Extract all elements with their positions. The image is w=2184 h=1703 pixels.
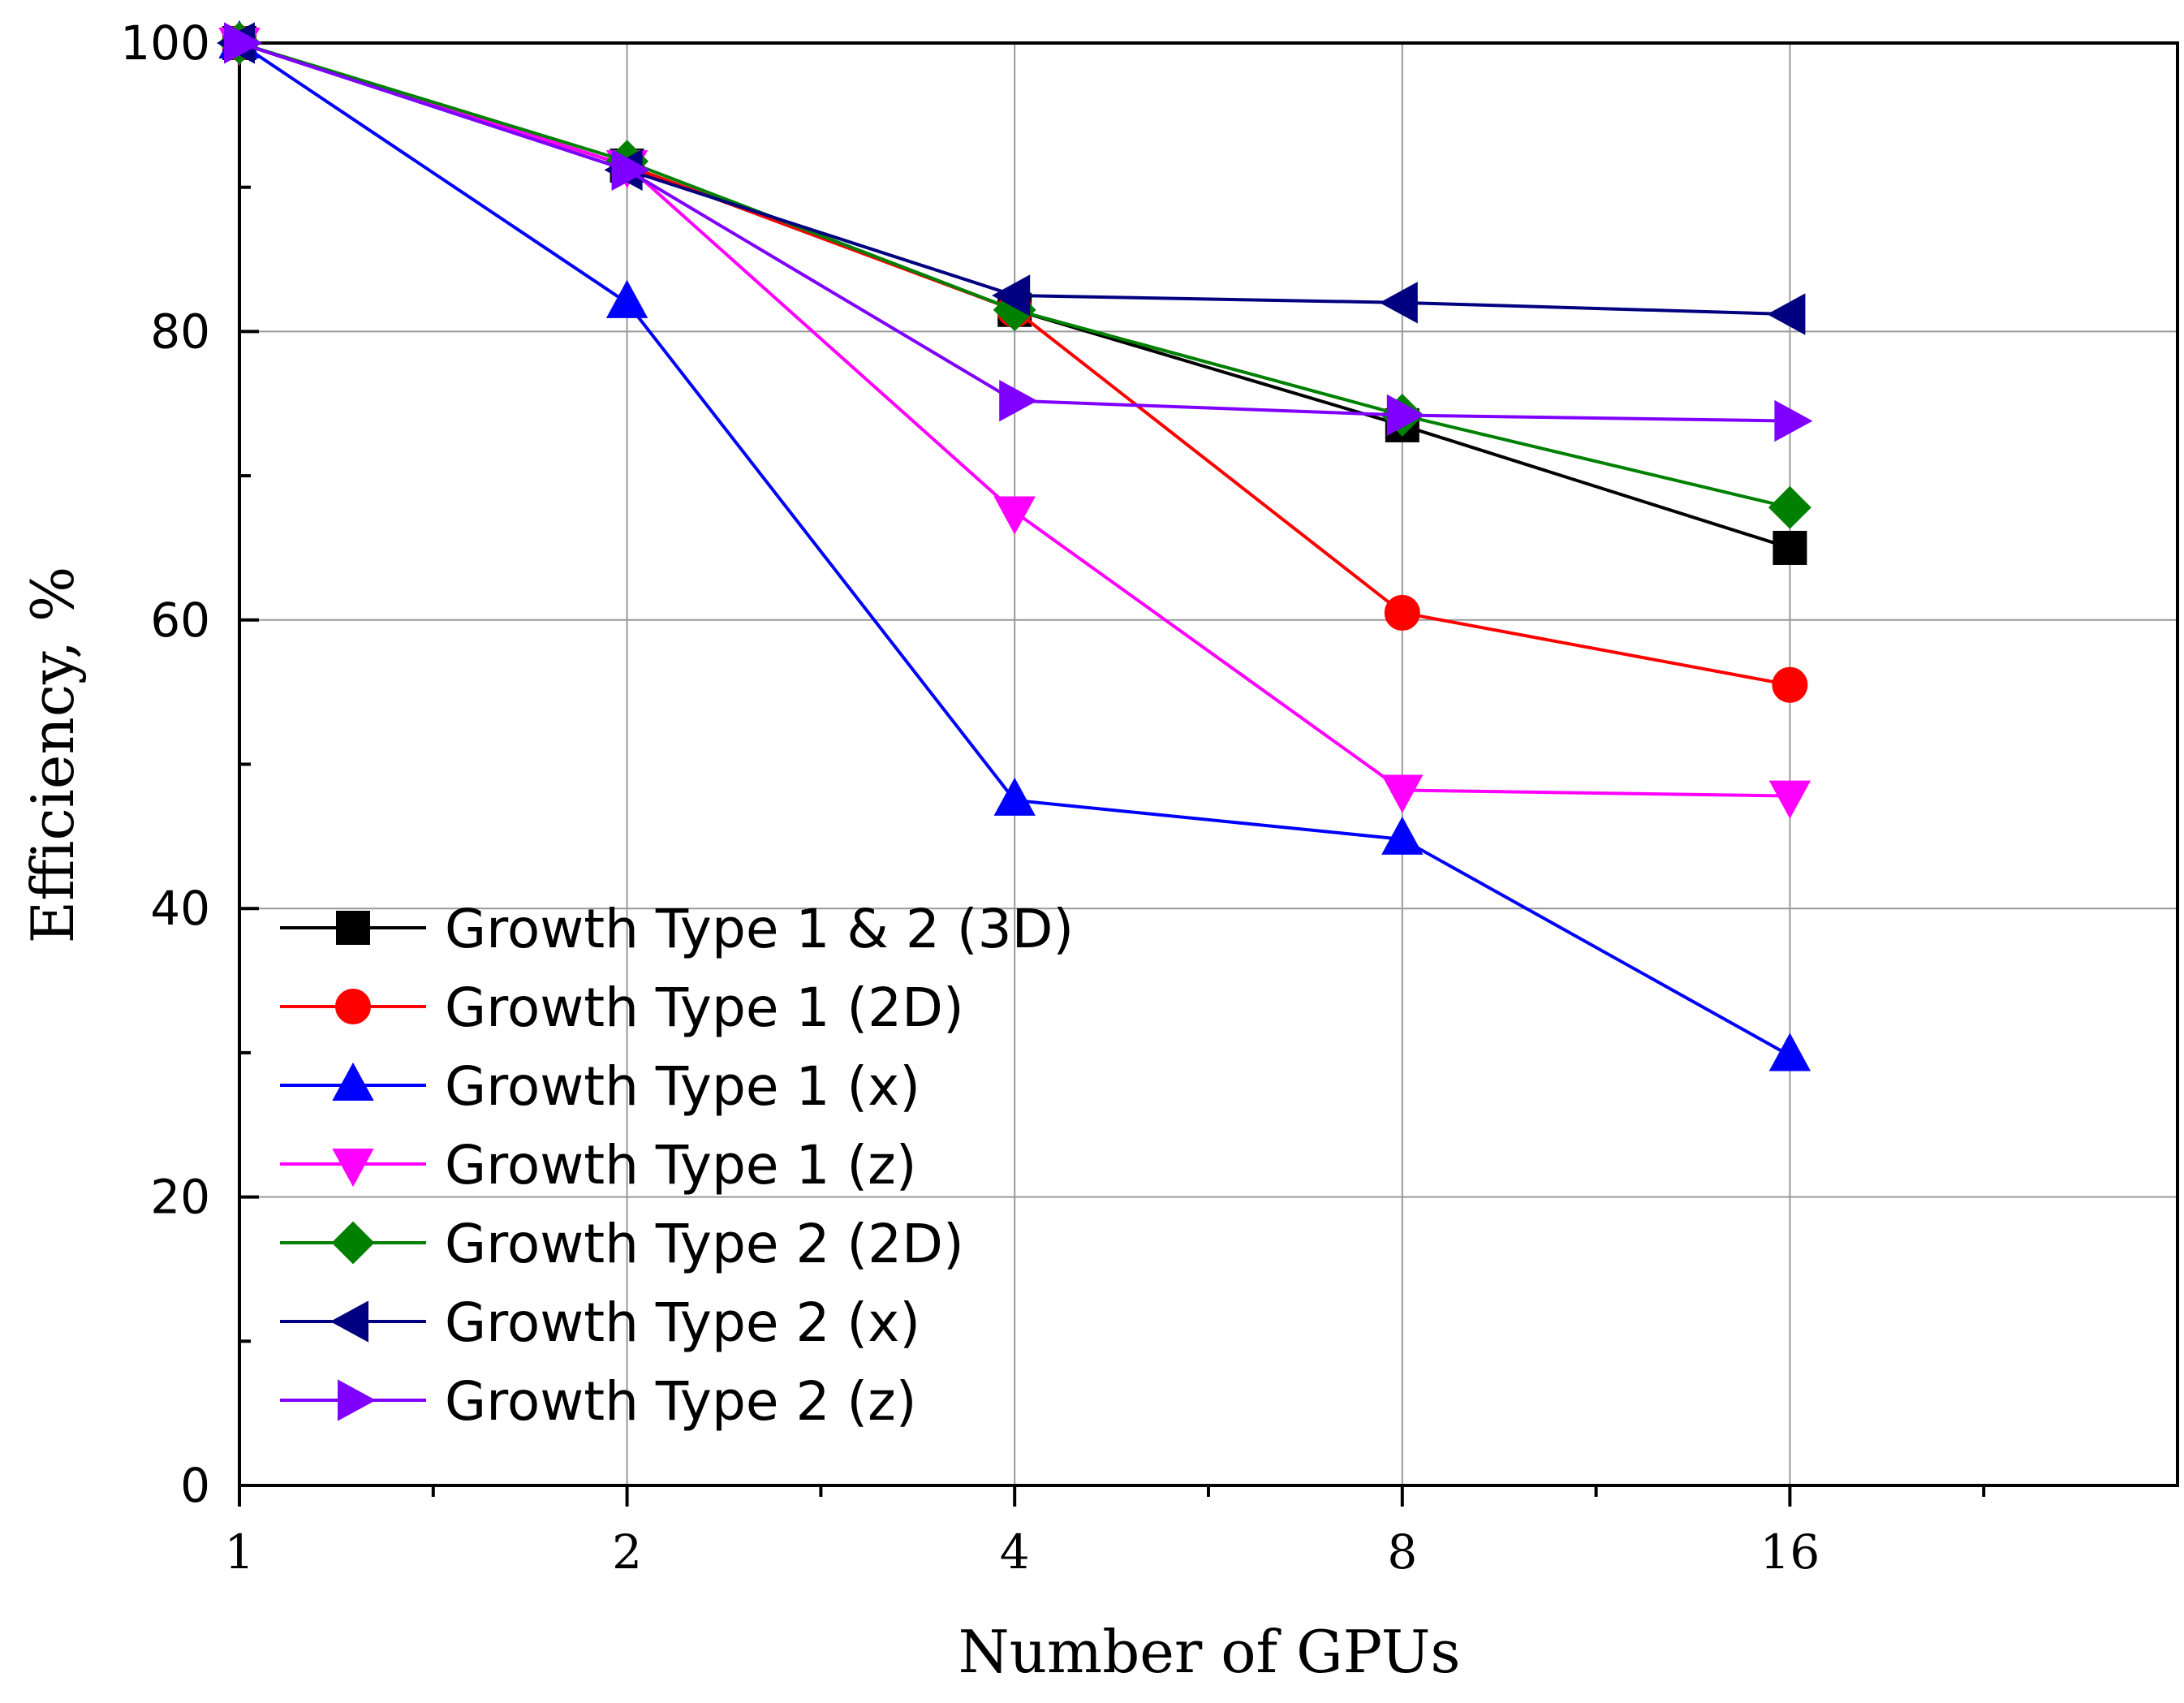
data-point	[993, 496, 1036, 535]
y-tick-label: 60	[150, 593, 210, 648]
legend-marker	[331, 1221, 375, 1265]
y-tick-label: 40	[150, 881, 210, 936]
legend-label: Growth Type 1 & 2 (3D)	[445, 898, 1074, 960]
data-point	[993, 777, 1036, 816]
legend-item: Growth Type 1 (z)	[280, 1134, 917, 1196]
axis-ticks: 1 2 4 8 16 0 20 40 60 80 100	[120, 15, 1986, 1580]
x-tick-label: 1	[225, 1524, 255, 1580]
y-tick-label: 100	[120, 15, 210, 71]
data-point	[1386, 394, 1425, 437]
legend-marker	[332, 1062, 374, 1101]
legend-item: Growth Type 2 (z)	[280, 1370, 917, 1433]
data-point	[1774, 399, 1813, 442]
legend-item: Growth Type 1 (2D)	[280, 977, 964, 1039]
x-tick-label: 16	[1760, 1524, 1820, 1580]
legend-label: Growth Type 2 (x)	[445, 1291, 920, 1354]
data-point	[1381, 774, 1424, 813]
legend: Growth Type 1 & 2 (3D) Growth Type 1 (2D)…	[280, 898, 1074, 1433]
data-point	[1768, 780, 1811, 819]
legend-marker	[338, 1379, 377, 1421]
legend-marker	[330, 1300, 368, 1343]
x-tick-label: 2	[612, 1524, 642, 1580]
series-layer	[216, 19, 1813, 1071]
legend-item: Growth Type 2 (x)	[280, 1291, 920, 1354]
legend-item: Growth Type 2 (2D)	[280, 1213, 964, 1275]
series-5	[216, 22, 1806, 335]
legend-marker	[332, 1149, 374, 1188]
data-point	[1379, 282, 1418, 324]
legend-marker	[336, 911, 370, 945]
y-tick-label: 20	[150, 1170, 210, 1225]
legend-item: Growth Type 1 (x)	[280, 1055, 920, 1118]
data-point	[1767, 293, 1806, 335]
data-point	[1768, 485, 1811, 529]
data-point	[224, 22, 263, 64]
legend-label: Growth Type 1 (2D)	[445, 977, 964, 1039]
legend-label: Growth Type 1 (z)	[445, 1134, 917, 1196]
y-tick-label: 0	[180, 1458, 210, 1513]
data-point	[1773, 530, 1807, 565]
legend-label: Growth Type 2 (2D)	[445, 1213, 964, 1275]
data-point	[1384, 594, 1420, 631]
x-tick-label: 8	[1387, 1524, 1417, 1580]
legend-marker	[335, 989, 371, 1024]
legend-label: Growth Type 1 (x)	[445, 1055, 920, 1118]
x-axis-title: Number of GPUs	[958, 1618, 1461, 1686]
data-point	[1772, 666, 1808, 703]
data-point	[605, 279, 648, 318]
data-point	[999, 380, 1038, 422]
data-point	[992, 274, 1031, 317]
data-point	[1768, 1033, 1811, 1071]
data-point	[1381, 816, 1424, 855]
legend-label: Growth Type 2 (z)	[445, 1370, 917, 1433]
series-6	[224, 22, 1813, 442]
y-axis-title: Efficiency, %	[19, 567, 87, 944]
y-tick-label: 80	[150, 304, 210, 359]
legend-item: Growth Type 1 & 2 (3D)	[280, 898, 1074, 960]
x-tick-label: 4	[1000, 1524, 1030, 1580]
data-point	[611, 149, 650, 192]
